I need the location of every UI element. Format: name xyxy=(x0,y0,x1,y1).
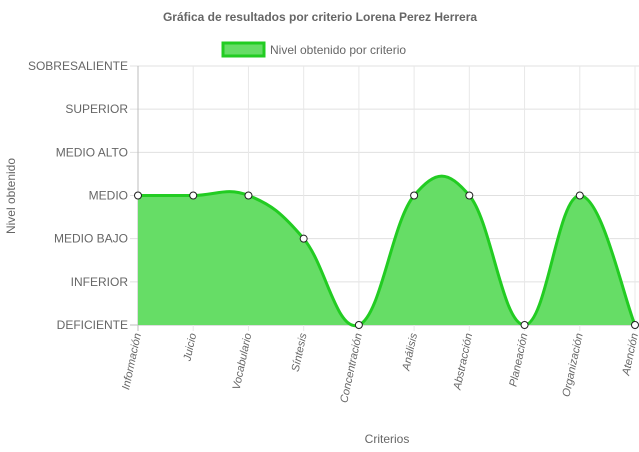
data-point xyxy=(354,321,363,329)
x-tick-label: Juicio xyxy=(181,332,199,363)
legend[interactable]: Nivel obtenido por criterio xyxy=(221,41,406,58)
x-tick-label: Abstracción xyxy=(451,332,475,392)
x-tick-label: Concentración xyxy=(338,332,364,404)
data-point xyxy=(134,191,142,200)
data-point xyxy=(465,191,474,200)
x-tick-label: Análisis xyxy=(400,332,420,373)
data-point xyxy=(520,321,529,329)
legend-swatch xyxy=(221,41,266,58)
y-tick-label: MEDIO xyxy=(89,189,128,203)
x-tick-label: Atención xyxy=(620,332,639,377)
series-points xyxy=(134,191,639,329)
x-tick-label: Vocabulario xyxy=(231,332,255,391)
data-point xyxy=(631,321,639,329)
data-point xyxy=(575,191,584,200)
area-fill xyxy=(138,176,635,326)
x-axis-title: Criterios xyxy=(365,432,410,446)
y-tick-label: MEDIO ALTO xyxy=(56,145,128,159)
y-tick-label: SUPERIOR xyxy=(65,102,128,116)
chart-title: Gráfica de resultados por criterio Loren… xyxy=(163,10,477,24)
y-tick-label: INFERIOR xyxy=(71,275,129,289)
data-point xyxy=(299,234,308,243)
y-tick-label: MEDIO BAJO xyxy=(54,232,128,246)
x-tick-label: Síntesis xyxy=(290,332,310,373)
x-tick-label: Planeación xyxy=(507,332,530,388)
x-tick-label: Información xyxy=(120,332,144,391)
x-tick-label: Organización xyxy=(560,332,585,398)
data-point xyxy=(189,191,198,200)
series-area xyxy=(138,174,637,328)
x-tick-labels: Información Juicio Vocabulario Síntesis Conc… xyxy=(120,332,639,404)
data-point xyxy=(410,191,419,200)
data-point xyxy=(244,191,253,200)
y-tick-label: DEFICIENTE xyxy=(57,318,128,332)
y-tick-labels: DEFICIENTE INFERIOR MEDIO BAJO MEDIO MEDIO A… xyxy=(28,59,128,332)
y-axis-title: Nivel obtenido xyxy=(4,158,18,234)
y-tick-label: SOBRESALIENTE xyxy=(28,59,128,73)
legend-label: Nivel obtenido por criterio xyxy=(270,43,406,57)
